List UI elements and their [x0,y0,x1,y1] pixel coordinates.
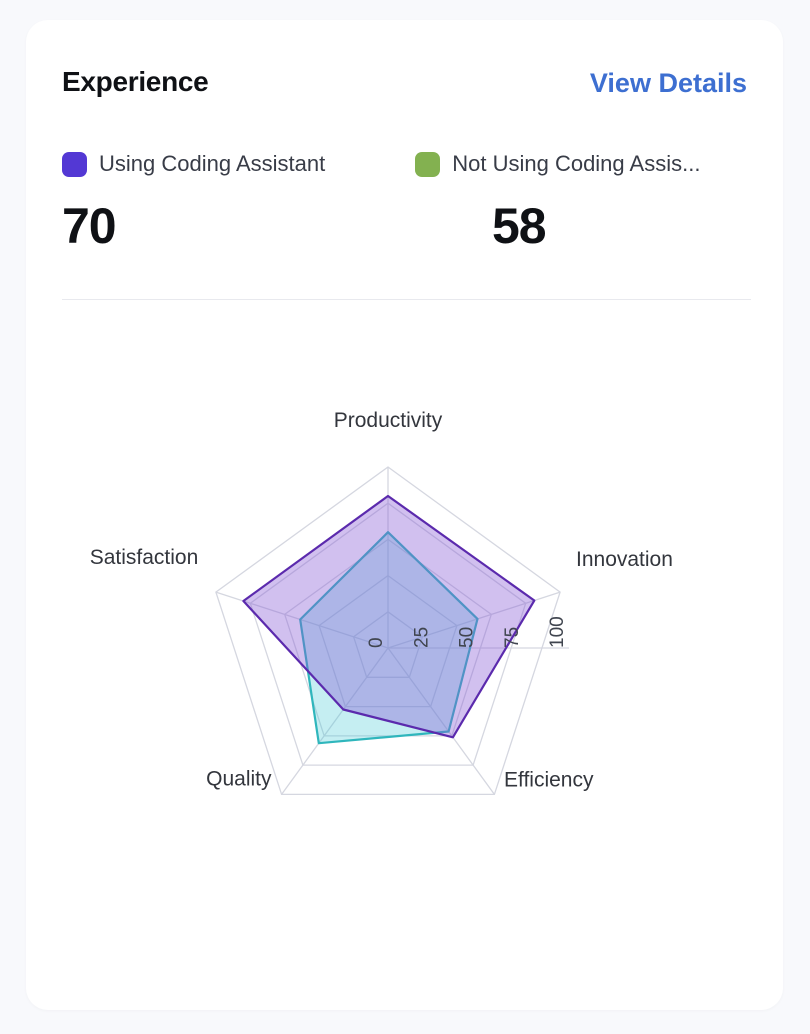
svg-text:Satisfaction: Satisfaction [90,546,199,569]
svg-text:0: 0 [366,637,387,648]
svg-text:Quality: Quality [206,768,272,791]
svg-text:Productivity: Productivity [334,409,443,432]
svg-text:Innovation: Innovation [576,548,673,571]
svg-text:75: 75 [502,627,523,648]
svg-text:25: 25 [411,627,432,648]
svg-text:100: 100 [547,616,568,648]
svg-text:Efficiency: Efficiency [504,769,594,792]
svg-text:50: 50 [457,627,478,648]
